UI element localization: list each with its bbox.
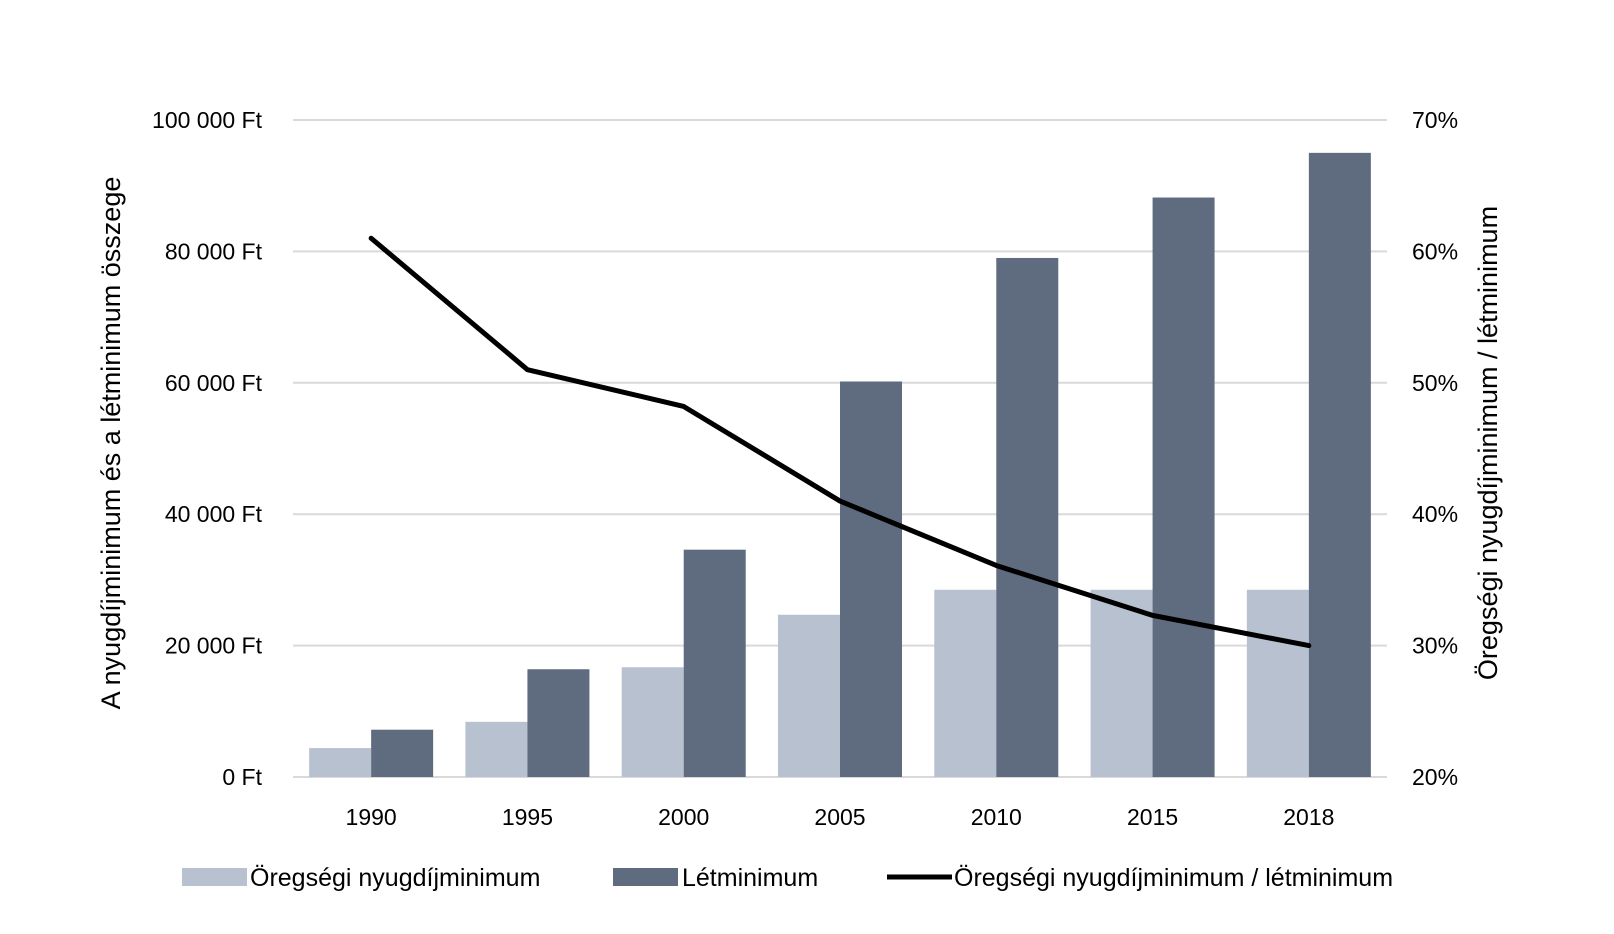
legend-label-ratio: Öregségi nyugdíjminimum / létminimum — [954, 864, 1393, 892]
x-tick-label: 2005 — [814, 804, 865, 830]
right-tick-label: 50% — [1412, 370, 1458, 396]
ratio-line — [368, 235, 1312, 649]
right-axis-title: Öregségi nyugdíjminimum / létminimum — [1473, 206, 1503, 680]
bar-subsistence-minimum — [371, 729, 434, 777]
x-tick-label: 1990 — [346, 804, 397, 830]
bars — [309, 152, 1371, 778]
bar-pension-minimum — [621, 667, 684, 777]
legend-swatch-pension — [182, 868, 247, 886]
bar-pension-minimum — [309, 748, 372, 777]
bar-subsistence-minimum — [840, 381, 902, 777]
bar-pension-minimum — [778, 614, 840, 777]
left-tick-label: 60 000 Ft — [165, 370, 263, 396]
bar-subsistence-minimum — [527, 669, 590, 777]
right-tick-label: 70% — [1412, 107, 1458, 133]
left-tick-label: 40 000 Ft — [165, 501, 263, 527]
x-axis-ticks: 1990 1995 2000 2005 2010 2015 2018 — [346, 804, 1335, 830]
legend: Öregségi nyugdíjminimum Létminimum Öregs… — [182, 864, 1393, 892]
x-tick-label: 1995 — [502, 804, 553, 830]
right-axis-ticks: 20% 30% 40% 50% 60% 70% — [1412, 107, 1458, 790]
bar-subsistence-minimum — [1308, 152, 1371, 778]
legend-swatch-subsistence — [613, 868, 678, 886]
bar-pension-minimum — [465, 721, 528, 777]
right-tick-label: 40% — [1412, 501, 1458, 527]
left-axis-ticks: 0 Ft 20 000 Ft 40 000 Ft 60 000 Ft 80 000 Ft… — [152, 107, 263, 790]
bar-subsistence-minimum — [996, 257, 1059, 778]
right-tick-label: 20% — [1412, 764, 1458, 790]
bar-pension-minimum — [934, 589, 997, 777]
x-tick-label: 2010 — [971, 804, 1022, 830]
left-tick-label: 0 Ft — [222, 764, 262, 790]
left-tick-label: 20 000 Ft — [165, 633, 263, 659]
x-tick-label: 2000 — [658, 804, 709, 830]
left-tick-label: 80 000 Ft — [165, 238, 263, 264]
ratio-line-path — [368, 235, 1312, 649]
x-tick-label: 2018 — [1283, 804, 1334, 830]
bar-pension-minimum — [1090, 589, 1153, 777]
legend-label-subsistence: Létminimum — [682, 864, 818, 892]
right-tick-label: 60% — [1412, 238, 1458, 264]
bar-subsistence-minimum — [1152, 197, 1215, 777]
legend-label-pension: Öregségi nyugdíjminimum — [250, 864, 540, 892]
x-tick-label: 2015 — [1127, 804, 1178, 830]
left-tick-label: 100 000 Ft — [152, 107, 263, 133]
right-tick-label: 30% — [1412, 633, 1458, 659]
left-axis-title: A nyugdíjminimum és a létminimum összege — [96, 177, 126, 710]
bar-subsistence-minimum — [683, 549, 746, 777]
bar-pension-minimum — [1246, 589, 1309, 777]
